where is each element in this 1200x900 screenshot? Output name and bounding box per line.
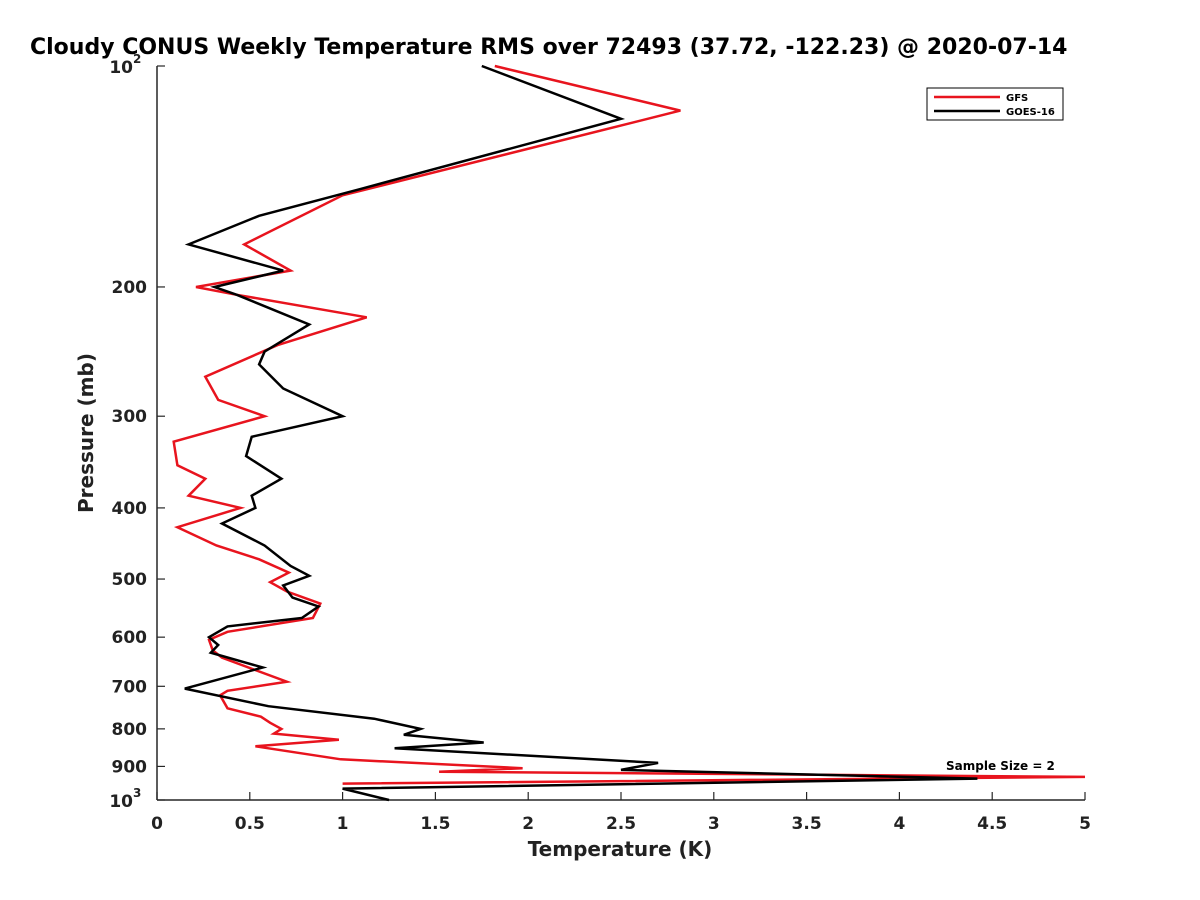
y-tick-label: 300 xyxy=(112,407,148,427)
y-tick-label: 200 xyxy=(112,278,148,298)
y-tick-label: 900 xyxy=(112,757,148,777)
y-tick-exponent: 3 xyxy=(133,786,141,800)
legend-label-gfs: GFS xyxy=(1006,93,1028,104)
y-tick-label: 600 xyxy=(112,628,148,648)
x-tick-label: 2 xyxy=(522,814,534,834)
legend-label-goes16: GOES-16 xyxy=(1006,107,1055,118)
y-tick-label: 700 xyxy=(112,677,148,697)
series-line-goes16 xyxy=(184,64,978,802)
x-axis: 0 0.5 1 1.5 2 2.5 3 3.5 4 4.5 5 xyxy=(151,792,1091,834)
y-tick-label: 500 xyxy=(112,570,148,590)
x-tick-label: 0.5 xyxy=(235,814,265,834)
chart-title: Cloudy CONUS Weekly Temperature RMS over… xyxy=(30,35,1067,60)
x-tick-label: 4 xyxy=(893,814,905,834)
y-tick-label: 10 xyxy=(109,792,133,812)
x-tick-label: 3.5 xyxy=(792,814,822,834)
legend: GFS GOES-16 xyxy=(926,87,1064,121)
x-axis-label: Temperature (K) xyxy=(528,837,713,861)
sample-size-annotation: Sample Size = 2 xyxy=(946,759,1055,773)
y-tick-label: 10 xyxy=(109,58,133,78)
series-line-gfs xyxy=(172,64,1086,785)
x-tick-label: 5 xyxy=(1079,814,1091,834)
x-tick-label: 4.5 xyxy=(977,814,1007,834)
y-tick-label: 800 xyxy=(112,720,148,740)
series-layer xyxy=(172,64,1086,802)
legend-box xyxy=(926,87,1064,121)
y-tick-exponent: 2 xyxy=(133,52,141,66)
x-tick-label: 3 xyxy=(708,814,720,834)
x-tick-label: 1.5 xyxy=(420,814,450,834)
x-tick-label: 2.5 xyxy=(606,814,636,834)
y-tick-label: 400 xyxy=(112,499,148,519)
x-tick-label: 0 xyxy=(151,814,163,834)
y-axis-label: Pressure (mb) xyxy=(74,353,98,513)
x-tick-label: 1 xyxy=(337,814,349,834)
